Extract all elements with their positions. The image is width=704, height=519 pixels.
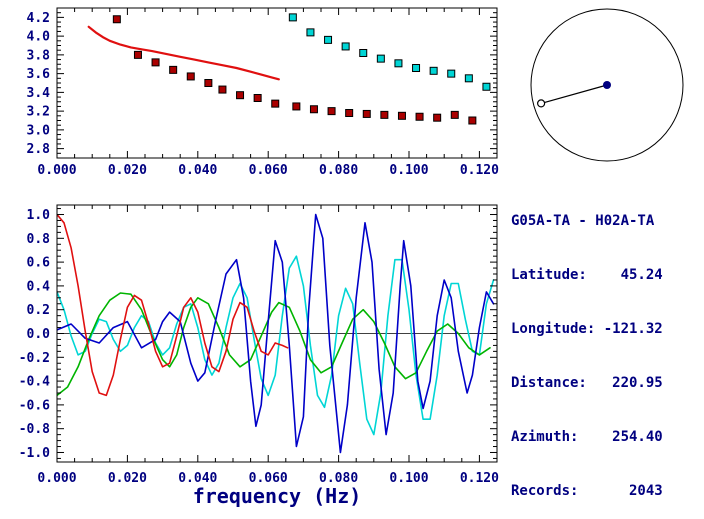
station-pair-label: G05A-TA - H02A-TA	[511, 213, 655, 229]
x-tick-label: 0.120	[460, 471, 499, 486]
x-tick-label: 0.120	[460, 163, 499, 178]
y-tick-label: -0.8	[19, 422, 50, 437]
azimuth-line-text: Azimuth: 254.40	[511, 429, 663, 445]
y-tick-label: 3.6	[27, 67, 51, 82]
distance-line: Distance: 220.95	[511, 375, 663, 391]
y-tick-label: 0.8	[27, 232, 51, 247]
x-tick-label: 0.020	[108, 471, 147, 486]
y-tick-label: 0.2	[27, 303, 50, 318]
y-tick-label: 4.0	[27, 30, 51, 45]
y-tick-label: 1.0	[27, 208, 51, 223]
x-tick-label: 0.040	[178, 163, 217, 178]
red-dispersion-line	[87, 25, 280, 81]
longitude-line: Longitude: -121.32	[511, 321, 663, 337]
waveform-chart: 0.000 0.020 0.040 0.060 0.080 0.100 0.120 -1.0 -…	[19, 204, 499, 508]
x-tick-label: 0.020	[108, 163, 147, 178]
y-tick-label: 0.4	[27, 279, 51, 294]
x-tick-label: 0.000	[37, 163, 76, 178]
dark-red-squares	[112, 15, 477, 125]
station-info-panel: G05A-TA - H02A-TA Latitude: 45.24 Longit…	[511, 176, 663, 519]
x-axis-title: frequency (Hz)	[193, 484, 362, 508]
latitude-line: Latitude: 45.24	[511, 267, 663, 283]
azimuth-circle	[530, 8, 684, 162]
azimuth-circle-chart	[530, 8, 684, 162]
y-tick-label: 0.6	[27, 256, 51, 271]
y-tick-label: -0.4	[19, 375, 50, 390]
x-tick-label: 0.100	[389, 471, 428, 486]
y-tick-label: -1.0	[19, 446, 50, 461]
y-tick-label: 3.8	[27, 48, 51, 63]
dispersion-chart: 0.000 0.020 0.040 0.060 0.080 0.100 0.120 2.8 3.…	[27, 7, 499, 178]
plot-frame	[56, 7, 498, 159]
y-tick-label: -0.6	[19, 398, 50, 413]
y-tick-label: 3.2	[27, 105, 50, 120]
y-tick-label: 0.0	[27, 327, 51, 342]
cyan-waveform	[57, 255, 495, 436]
blue-waveform	[57, 213, 495, 454]
y-tick-label: 3.0	[27, 123, 51, 138]
y-tick-label: 4.2	[27, 11, 50, 26]
records-line: Records: 2043	[511, 483, 663, 499]
cyan-squares	[288, 13, 491, 91]
y-tick-label: 2.8	[27, 142, 51, 157]
x-tick-label: 0.040	[178, 471, 217, 486]
y-tick-label: 3.4	[27, 86, 51, 101]
x-tick-label: 0.060	[249, 471, 288, 486]
x-tick-label: 0.080	[319, 471, 358, 486]
x-tick-label: 0.060	[249, 163, 288, 178]
x-tick-label: 0.080	[319, 163, 358, 178]
red-waveform	[57, 213, 289, 397]
x-tick-label: 0.000	[37, 471, 76, 486]
azimuth-line	[540, 84, 608, 104]
x-tick-label: 0.100	[389, 163, 428, 178]
y-tick-label: -0.2	[19, 351, 50, 366]
azimuth-endpoint-marker	[537, 99, 546, 108]
station-center-dot	[603, 81, 611, 89]
